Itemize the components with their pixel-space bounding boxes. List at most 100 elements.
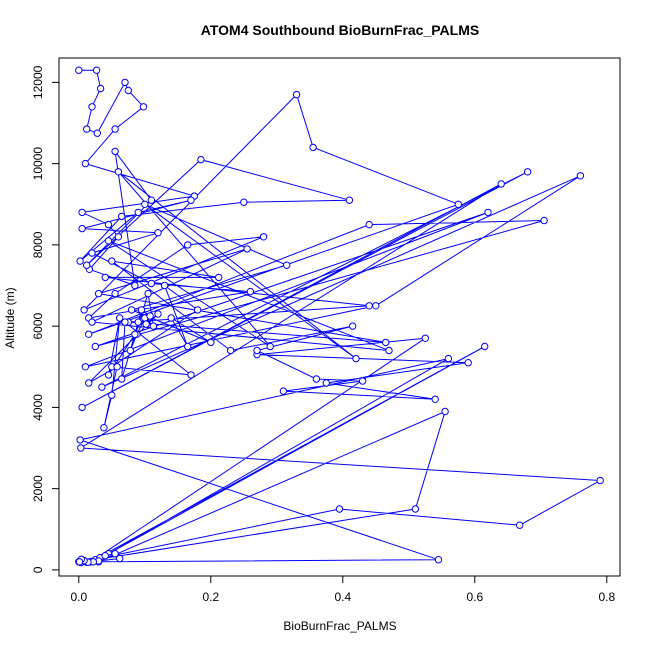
data-point (279, 387, 288, 395)
data-point (94, 289, 103, 298)
data-point (91, 342, 100, 351)
data-point (104, 371, 113, 379)
data-point (80, 306, 88, 314)
data-point (121, 78, 129, 87)
x-tick-label: 0.8 (598, 590, 615, 604)
data-point (78, 224, 86, 233)
x-tick-label: 0.2 (202, 590, 219, 604)
data-point (243, 245, 251, 253)
data-point (75, 66, 83, 74)
data-point (441, 407, 449, 416)
data-point (184, 342, 192, 351)
y-tick-label: 4000 (31, 394, 45, 421)
data-point (141, 200, 149, 209)
data-point (160, 281, 169, 290)
data-point (88, 249, 96, 257)
data-point (144, 289, 152, 298)
data-point (88, 318, 96, 326)
data-point (81, 159, 90, 168)
data-point (253, 346, 261, 355)
data-point (352, 354, 360, 363)
x-axis-label: BioBurnFrac_PALMS (283, 619, 396, 633)
data-point (131, 281, 139, 290)
data-point (312, 375, 321, 383)
data-point (83, 261, 91, 269)
data-point (154, 229, 162, 237)
x-tick-label: 0.0 (70, 590, 87, 604)
data-point (484, 208, 492, 217)
data-point (382, 338, 390, 347)
data-point (121, 318, 129, 326)
data-point (421, 334, 429, 342)
data-point (259, 233, 268, 241)
data-point (497, 180, 505, 188)
y-tick-label: 0 (31, 566, 45, 573)
data-point (240, 198, 248, 206)
data-point (481, 342, 489, 351)
chart-title: ATOM4 Southbound BioBurnFrac_PALMS (201, 22, 479, 38)
data-point (454, 200, 462, 209)
data-point (85, 379, 93, 387)
data-point (187, 371, 195, 379)
data-point (349, 322, 357, 330)
data-point (226, 346, 235, 355)
data-point (322, 379, 330, 387)
data-point (134, 208, 142, 217)
data-point (523, 168, 532, 176)
data-point (75, 558, 84, 566)
data-point (137, 306, 146, 314)
data-point (76, 257, 84, 265)
data-point (116, 554, 124, 563)
data-point (101, 273, 109, 282)
data-point (88, 103, 96, 111)
data-point (98, 383, 106, 391)
y-tick-label: 10000 (31, 147, 45, 181)
data-point (184, 241, 192, 249)
data-point (85, 330, 93, 338)
data-point (411, 505, 420, 513)
data-point (154, 310, 162, 318)
y-axis-label: Altitude (m) (3, 287, 17, 348)
data-point (215, 273, 223, 282)
data-point (124, 86, 133, 95)
data-point (147, 196, 156, 204)
data-point (101, 552, 109, 560)
data-point (147, 279, 156, 288)
data-point (92, 66, 101, 74)
data-point (335, 505, 344, 513)
data-point (111, 147, 119, 156)
data-point (111, 289, 119, 298)
data-point (104, 220, 113, 229)
data-point (81, 363, 90, 371)
data-point (596, 476, 604, 485)
data-point (193, 306, 202, 314)
y-tick-label: 12000 (31, 65, 45, 99)
data-point (187, 196, 195, 204)
data-point (114, 233, 123, 241)
data-point (246, 287, 255, 296)
data-point (76, 436, 84, 444)
data-point (111, 550, 119, 558)
data-point (309, 143, 317, 152)
y-axis: 0 2000 4000 6000 8000 10000 12000 (31, 65, 60, 573)
data-point (149, 322, 158, 330)
data-point (540, 216, 548, 225)
data-point (118, 212, 126, 221)
data-point (431, 395, 439, 403)
data-point (464, 359, 472, 367)
data-point (372, 302, 380, 310)
data-point (365, 220, 373, 229)
data-point (358, 377, 367, 385)
data-point (385, 346, 393, 355)
data-point (113, 363, 121, 371)
data-point (146, 312, 154, 320)
data-point (118, 375, 126, 383)
data-point (116, 314, 124, 322)
data-point (114, 168, 123, 176)
data-point (444, 354, 453, 363)
data-point (126, 346, 135, 355)
data-point (127, 306, 136, 314)
y-tick-label: 6000 (31, 312, 45, 339)
x-tick-label: 0.6 (466, 590, 483, 604)
